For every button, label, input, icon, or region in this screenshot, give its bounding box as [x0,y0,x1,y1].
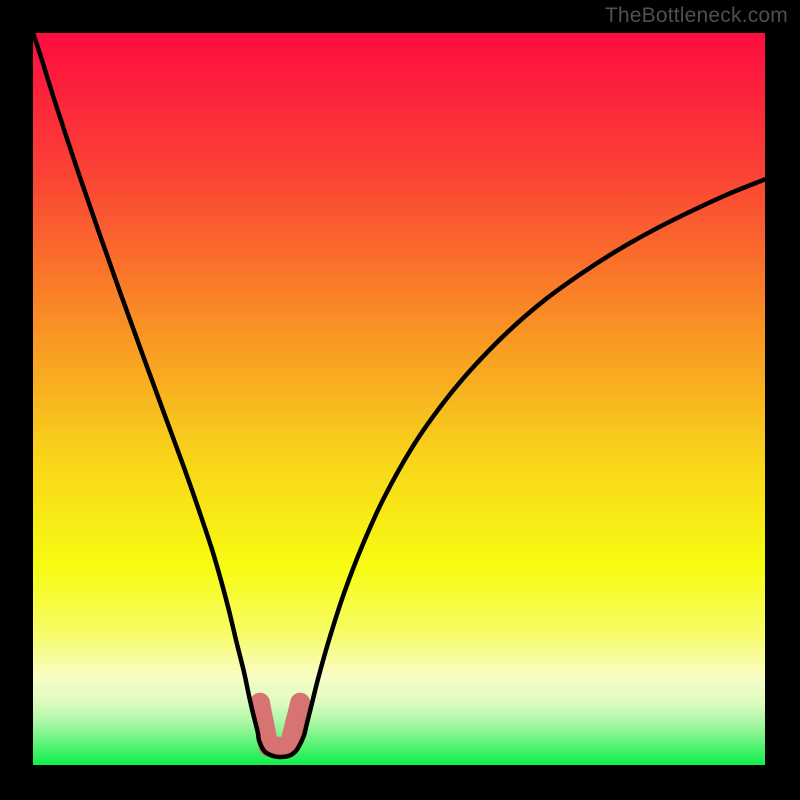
watermark-text: TheBottleneck.com [605,4,788,28]
plot-area [33,33,765,765]
chart-svg [0,0,800,800]
chart-canvas: TheBottleneck.com [0,0,800,800]
